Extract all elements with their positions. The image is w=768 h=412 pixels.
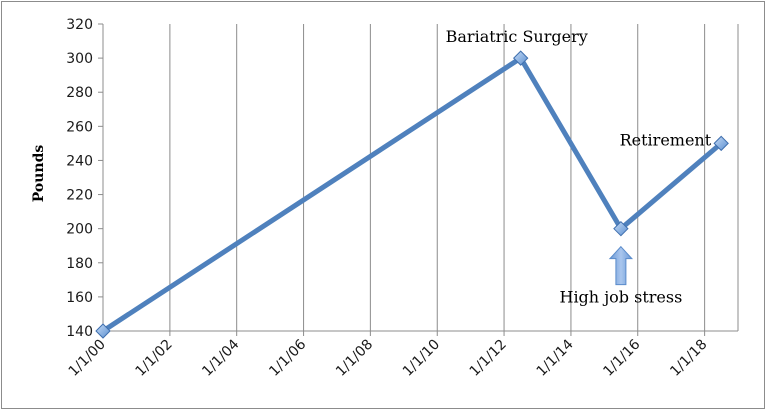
annotations: Bariatric Surgery Retirement High job stre… bbox=[446, 27, 712, 307]
y-tick-label: 140 bbox=[66, 324, 93, 340]
axes bbox=[98, 23, 738, 336]
y-tick-labels: 140 160 180 200 220 240 260 280 300 320 bbox=[66, 17, 93, 340]
series-line bbox=[95, 50, 729, 339]
x-tick-label: 1/1/00 bbox=[66, 337, 109, 380]
y-tick-label: 300 bbox=[66, 51, 93, 67]
data-point-marker bbox=[713, 135, 729, 152]
x-tick-label: 1/1/02 bbox=[133, 337, 176, 380]
data-point-marker bbox=[512, 50, 529, 66]
annotation-label: Bariatric Surgery bbox=[446, 27, 588, 46]
series-path bbox=[101, 54, 723, 334]
x-tick-label: 1/1/08 bbox=[333, 337, 376, 380]
y-tick-label: 280 bbox=[66, 85, 93, 101]
x-tick-label: 1/1/18 bbox=[667, 337, 710, 380]
y-tick-label: 200 bbox=[66, 222, 93, 238]
y-axis-label: Pounds bbox=[31, 145, 47, 203]
y-tick-label: 180 bbox=[66, 256, 93, 272]
x-tick-labels: 1/1/00 1/1/02 1/1/04 1/1/06 1/1/08 1/1/10 1/1/… bbox=[66, 336, 711, 379]
x-tick-label: 1/1/14 bbox=[534, 336, 577, 379]
y-tick-label: 220 bbox=[66, 188, 93, 204]
x-tick-label: 1/1/12 bbox=[467, 337, 510, 380]
x-tick-label: 1/1/04 bbox=[199, 336, 242, 379]
y-tick-label: 260 bbox=[66, 119, 93, 135]
annotation-label: High job stress bbox=[559, 288, 682, 307]
y-tick-label: 320 bbox=[66, 17, 93, 33]
data-point-marker bbox=[95, 323, 111, 339]
x-tick-label: 1/1/10 bbox=[400, 337, 443, 380]
y-tick-label: 160 bbox=[66, 290, 93, 306]
x-tick-label: 1/1/16 bbox=[600, 336, 643, 379]
annotation-label: Retirement bbox=[620, 130, 712, 149]
x-tick-label: 1/1/06 bbox=[266, 336, 309, 379]
y-tick-label: 240 bbox=[66, 153, 93, 169]
data-point-marker bbox=[613, 220, 629, 237]
grid-lines bbox=[102, 24, 739, 331]
up-arrow-icon bbox=[608, 245, 634, 286]
